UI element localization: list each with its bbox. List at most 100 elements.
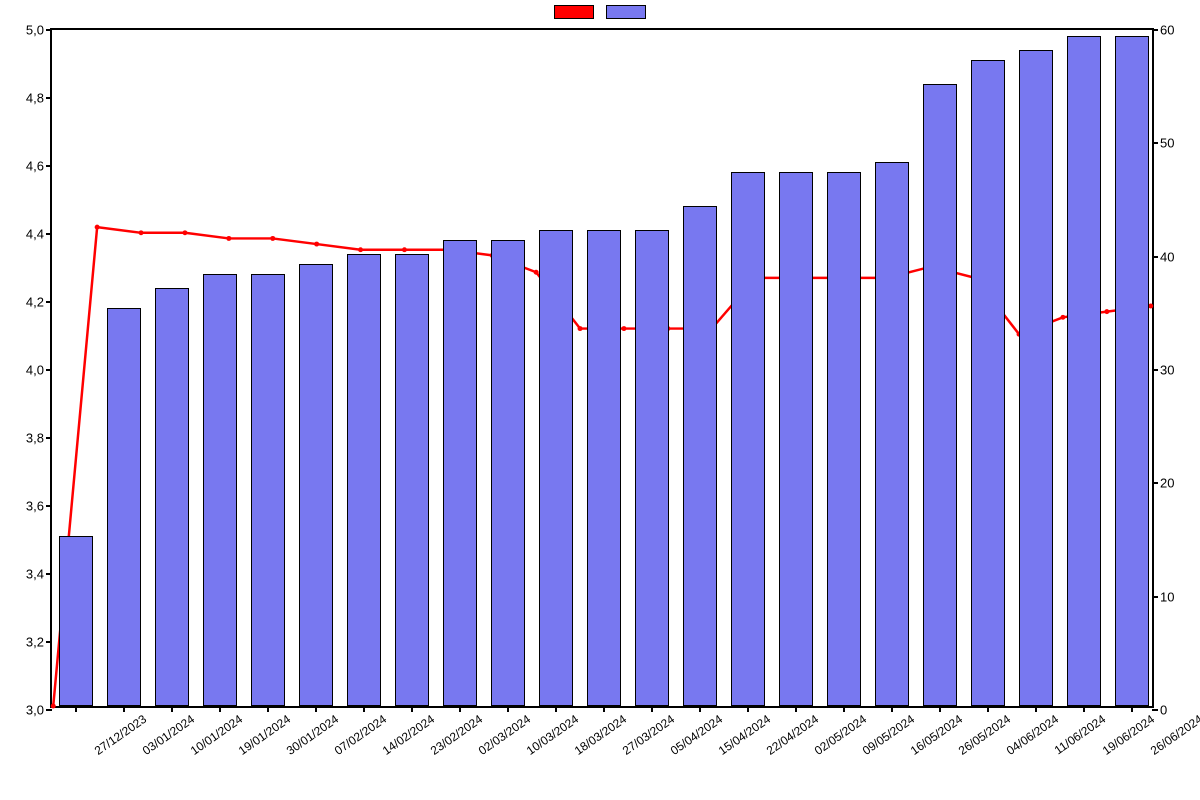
x-tick-mark [459, 706, 461, 712]
x-tick-label: 19/06/2024 [1094, 704, 1157, 758]
legend-swatch-line [554, 5, 594, 19]
x-tick-mark [699, 706, 701, 712]
x-tick-label: 07/02/2024 [326, 704, 389, 758]
bar [155, 288, 190, 706]
plot-area: 3,03,23,43,63,84,04,24,44,64,85,00102030… [50, 28, 1154, 708]
y-left-tick-mark [46, 505, 52, 507]
line-marker [270, 236, 275, 241]
x-tick-label: 02/03/2024 [470, 704, 533, 758]
y-left-tick-mark [46, 165, 52, 167]
x-tick-mark [891, 706, 893, 712]
y-right-tick-mark [1152, 482, 1158, 484]
x-tick-label: 04/06/2024 [998, 704, 1061, 758]
x-tick-label: 10/03/2024 [518, 704, 581, 758]
x-tick-mark [651, 706, 653, 712]
bar [731, 172, 766, 706]
y-right-tick-mark [1152, 369, 1158, 371]
bar [539, 230, 574, 706]
y-left-tick-mark [46, 29, 52, 31]
y-left-tick-mark [46, 97, 52, 99]
x-tick-label: 26/06/2024 [1142, 704, 1200, 758]
bar [971, 60, 1006, 706]
y-left-tick-mark [46, 233, 52, 235]
bar [491, 240, 526, 706]
x-tick-mark [1131, 706, 1133, 712]
bar [875, 162, 910, 706]
y-left-tick-mark [46, 437, 52, 439]
bar [827, 172, 862, 706]
x-tick-label: 16/05/2024 [902, 704, 965, 758]
x-tick-mark [603, 706, 605, 712]
line-marker [1060, 315, 1065, 320]
x-tick-mark [267, 706, 269, 712]
x-tick-label: 03/01/2024 [134, 704, 197, 758]
y-right-tick-mark [1152, 142, 1158, 144]
bar [1115, 36, 1150, 706]
x-tick-mark [1035, 706, 1037, 712]
line-marker [95, 225, 100, 230]
x-tick-label: 15/04/2024 [710, 704, 773, 758]
combo-chart: 3,03,23,43,63,84,04,24,44,64,85,00102030… [0, 0, 1200, 800]
x-tick-label: 27/03/2024 [614, 704, 677, 758]
x-tick-mark [939, 706, 941, 712]
y-left-tick-mark [46, 641, 52, 643]
bar [59, 536, 94, 706]
bar [203, 274, 238, 706]
line-marker [139, 230, 144, 235]
bar [635, 230, 670, 706]
y-right-tick-mark [1152, 256, 1158, 258]
line-marker [402, 247, 407, 252]
line-marker [621, 326, 626, 331]
x-tick-mark [75, 706, 77, 712]
x-tick-label: 26/05/2024 [950, 704, 1013, 758]
x-tick-mark [795, 706, 797, 712]
bar [587, 230, 622, 706]
y-left-tick-mark [46, 301, 52, 303]
bar [443, 240, 478, 706]
x-tick-mark [411, 706, 413, 712]
y-right-tick-mark [1152, 709, 1158, 711]
x-tick-label: 23/02/2024 [422, 704, 485, 758]
x-tick-mark [555, 706, 557, 712]
line-marker [314, 242, 319, 247]
legend [554, 5, 646, 19]
x-tick-label: 05/04/2024 [662, 704, 725, 758]
bar [251, 274, 286, 706]
line-marker [226, 236, 231, 241]
x-tick-mark [747, 706, 749, 712]
x-tick-mark [219, 706, 221, 712]
y-right-tick-mark [1152, 596, 1158, 598]
x-tick-label: 14/02/2024 [374, 704, 437, 758]
x-tick-mark [843, 706, 845, 712]
line-marker [1104, 309, 1109, 314]
x-tick-label: 11/06/2024 [1046, 704, 1108, 758]
x-tick-label: 09/05/2024 [854, 704, 917, 758]
line-marker [578, 326, 583, 331]
x-tick-label: 10/01/2024 [182, 704, 245, 758]
x-tick-mark [1083, 706, 1085, 712]
line-marker [182, 230, 187, 235]
y-left-tick-mark [46, 709, 52, 711]
bar [107, 308, 142, 706]
bar [395, 254, 430, 706]
bar [299, 264, 334, 706]
y-left-tick-mark [46, 573, 52, 575]
bar [683, 206, 718, 706]
bar [1067, 36, 1102, 706]
x-tick-mark [507, 706, 509, 712]
legend-swatch-bar [606, 5, 646, 19]
bar [347, 254, 382, 706]
x-tick-label: 19/01/2024 [230, 704, 293, 758]
x-tick-label: 02/05/2024 [806, 704, 869, 758]
line-marker [358, 247, 363, 252]
x-tick-mark [315, 706, 317, 712]
bar [779, 172, 814, 706]
x-tick-mark [363, 706, 365, 712]
x-tick-label: 22/04/2024 [758, 704, 821, 758]
y-left-tick-mark [46, 369, 52, 371]
x-tick-label: 27/12/2023 [86, 704, 149, 758]
x-tick-mark [123, 706, 125, 712]
x-tick-label: 18/03/2024 [566, 704, 629, 758]
bar [1019, 50, 1054, 706]
x-tick-mark [987, 706, 989, 712]
